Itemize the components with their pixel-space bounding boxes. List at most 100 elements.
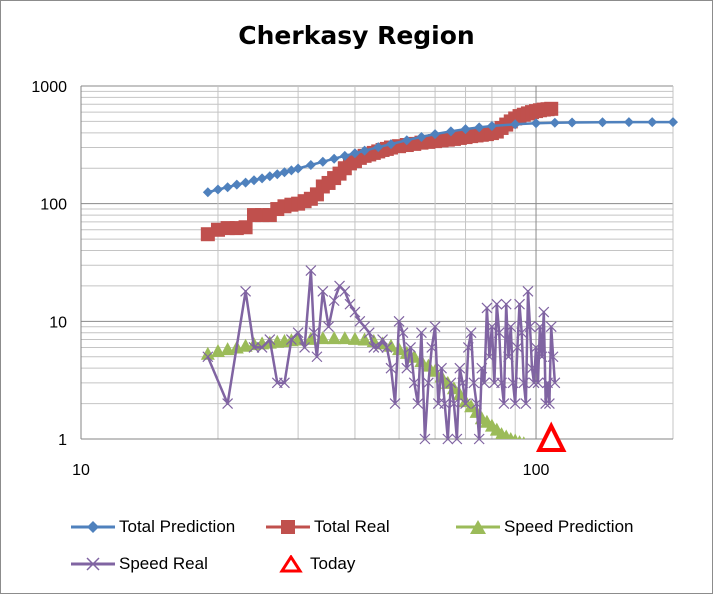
- speed-prediction-point: [421, 358, 436, 372]
- speed-real-point: [540, 398, 552, 410]
- total-real-point: [544, 101, 559, 116]
- speed-real-point: [299, 342, 311, 353]
- total-prediction-point: [597, 117, 608, 128]
- series-today: [535, 421, 567, 452]
- speed-real-point: [359, 321, 371, 333]
- total-prediction-point: [647, 117, 658, 128]
- speed-real-point: [439, 398, 451, 410]
- total-prediction-point: [222, 182, 233, 193]
- speed-real-point: [476, 362, 488, 374]
- speed-real-point: [429, 321, 441, 333]
- total-prediction-point: [212, 184, 223, 195]
- speed-real-point: [549, 377, 561, 389]
- diamond-marker-icon: [71, 521, 115, 533]
- speed-real-point: [426, 342, 438, 353]
- speed-real-point: [524, 321, 536, 333]
- speed-real-line: [206, 269, 557, 441]
- speed-real-point: [520, 398, 532, 410]
- total-prediction-point: [264, 171, 275, 182]
- total-prediction-point: [359, 145, 370, 156]
- speed-real-point: [530, 342, 542, 353]
- x-tick-label: 10: [72, 462, 90, 479]
- y-tick-label: 1000: [31, 79, 67, 96]
- speed-real-point: [240, 285, 252, 297]
- speed-prediction-point: [522, 436, 526, 439]
- speed-real-point: [419, 433, 431, 445]
- total-prediction-point: [373, 142, 384, 153]
- speed-real-point: [507, 377, 519, 389]
- speed-real-point: [460, 398, 471, 410]
- x-tick-label: 100: [523, 462, 550, 479]
- legend-item-total-prediction: Total Prediction: [71, 515, 235, 539]
- total-prediction-point: [416, 131, 427, 142]
- speed-real-point: [545, 321, 557, 333]
- speed-prediction-point: [327, 331, 342, 345]
- legend-label: Today: [310, 554, 356, 573]
- speed-prediction-point: [347, 331, 362, 345]
- speed-real-point: [422, 377, 434, 389]
- speed-real-point: [468, 377, 480, 389]
- speed-real-point: [462, 342, 474, 353]
- speed-real-point: [454, 362, 466, 374]
- speed-real-point: [344, 298, 356, 310]
- speed-prediction-point: [428, 363, 443, 377]
- total-prediction-point: [430, 129, 441, 140]
- speed-real-point: [511, 342, 523, 353]
- total-prediction-point: [317, 156, 328, 167]
- speed-real-point: [393, 315, 405, 327]
- speed-real-point: [478, 377, 490, 389]
- series-speed-real: [202, 265, 561, 445]
- y-tick-label: 1: [58, 432, 67, 449]
- total-prediction-point: [460, 124, 471, 135]
- speed-real-point: [484, 351, 495, 363]
- total-prediction-point: [445, 126, 456, 137]
- speed-real-point: [457, 377, 469, 389]
- speed-real-point: [436, 362, 447, 374]
- speed-real-point: [279, 377, 290, 389]
- speed-real-point: [264, 334, 276, 345]
- total-prediction-point: [549, 117, 560, 128]
- legend-label: Speed Prediction: [504, 517, 634, 536]
- speed-real-point: [538, 306, 550, 318]
- speed-real-point: [311, 351, 323, 363]
- speed-real-point: [349, 306, 361, 318]
- total-prediction-point: [305, 160, 316, 171]
- legend-label: Speed Real: [119, 554, 208, 573]
- speed-real-point: [363, 327, 375, 339]
- total-prediction-point: [272, 169, 283, 180]
- total-prediction-point: [279, 167, 290, 178]
- legend-item-total-real: Total Real: [266, 515, 390, 539]
- axes: [80, 86, 673, 440]
- speed-real-point: [385, 362, 397, 374]
- chart-title: Cherkasy Region: [238, 21, 475, 50]
- series-group: [200, 101, 678, 452]
- total-prediction-point: [240, 177, 251, 188]
- total-prediction-point: [531, 118, 542, 129]
- total-prediction-point: [385, 139, 396, 150]
- speed-real-point: [465, 327, 477, 339]
- total-prediction-point: [623, 117, 634, 128]
- open-triangle-marker-icon: [279, 555, 303, 573]
- speed-real-point: [514, 298, 525, 310]
- legend-label: Total Prediction: [119, 517, 236, 536]
- speed-real-point: [323, 321, 334, 333]
- speed-real-point: [451, 433, 463, 445]
- speed-real-point: [516, 327, 528, 339]
- series-total-real: [200, 101, 559, 242]
- speed-real-point: [471, 398, 482, 410]
- speed-real-point: [368, 342, 380, 353]
- speed-real-point: [292, 327, 304, 339]
- speed-real-point: [493, 327, 505, 339]
- speed-real-point: [528, 377, 540, 389]
- speed-real-point: [500, 298, 512, 310]
- speed-real-point: [509, 398, 521, 410]
- series-total-prediction: [202, 117, 678, 198]
- speed-real-point: [532, 377, 544, 389]
- speed-real-point: [505, 321, 517, 333]
- legend-label: Total Real: [314, 517, 390, 536]
- speed-real-point: [445, 377, 457, 389]
- speed-real-point: [481, 302, 493, 314]
- speed-prediction-point: [357, 332, 372, 346]
- legend-item-today: Today: [276, 552, 355, 576]
